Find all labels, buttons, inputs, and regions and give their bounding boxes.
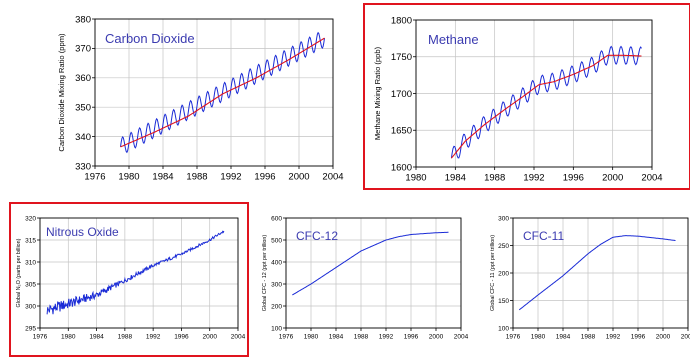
x-tick-label: 1988: [581, 334, 596, 341]
x-tick-label: 2004: [641, 173, 662, 184]
y-tick-label: 1750: [391, 52, 412, 63]
series-line-trend: [120, 37, 325, 148]
x-tick-label: 1992: [220, 172, 241, 183]
x-tick-label: 1976: [84, 172, 105, 183]
chart-ch4: 1980 1984 1988 1992 1996 2000 2004 1600 1650 1700…: [363, 3, 690, 190]
y-tick-label: 360: [75, 73, 91, 84]
series-line-monthly: [450, 45, 642, 159]
highlight-frame: [363, 3, 690, 190]
x-tick-label: 1996: [404, 334, 419, 341]
y-tick-label: 500: [271, 237, 282, 244]
x-tick-label: 2000: [656, 334, 671, 341]
x-tick-label: 1984: [89, 334, 104, 341]
y-tick-label: 300: [271, 281, 282, 288]
y-axis-label: Global N₂O (parts per billion): [16, 238, 22, 307]
x-tick-label: 1992: [146, 334, 161, 341]
x-tick-label: 1980: [118, 172, 139, 183]
x-tick-label: 1980: [405, 173, 426, 184]
chart-title: Methane: [428, 32, 479, 47]
x-tick-label: 1988: [186, 172, 207, 183]
axis-frame: [285, 217, 462, 329]
y-tick-label: 305: [25, 281, 36, 288]
y-axis-label: Global CFC - 11 (ppt per trillion): [490, 235, 496, 311]
y-tick-label: 100: [498, 325, 509, 332]
x-tick-label: 2004: [454, 334, 469, 341]
y-tick-label: 320: [25, 215, 36, 222]
x-tick-label: 1988: [118, 334, 133, 341]
x-tick-label: 1996: [254, 172, 275, 183]
plot-area: [95, 19, 333, 166]
series-line-trend: [450, 54, 642, 159]
x-tick-label: 1984: [445, 173, 466, 184]
y-tick-label: 400: [271, 259, 282, 266]
chart-title: Nitrous Oxide: [46, 225, 119, 239]
chart-n2o: 1976 1980 1984 1988 1992 1996 2000 2004 295 300 30…: [9, 202, 249, 357]
chart-title: CFC-11: [523, 229, 564, 243]
y-tick-label: 1800: [391, 15, 412, 26]
x-tick-label: 2004: [231, 334, 246, 341]
x-tick-label: 1980: [61, 334, 76, 341]
x-tick-label: 1992: [379, 334, 394, 341]
x-tick-label: 1984: [152, 172, 173, 183]
y-tick-label: 315: [25, 237, 36, 244]
x-tick-label: 2000: [288, 172, 309, 183]
x-tick-label: 1984: [329, 334, 344, 341]
chart-title: Carbon Dioxide: [105, 31, 195, 46]
y-axis-label: Global CFC - 12 (ppt per trillion): [262, 235, 268, 312]
series-line-monthly: [292, 231, 449, 296]
x-tick-label: 1996: [174, 334, 189, 341]
y-tick-label: 1700: [391, 89, 412, 100]
x-tick-label: 1996: [631, 334, 646, 341]
y-tick-label: 150: [498, 298, 509, 305]
y-tick-label: 380: [75, 14, 91, 25]
y-tick-label: 100: [271, 325, 282, 332]
x-tick-label: 2000: [602, 173, 623, 184]
x-tick-label: 1976: [279, 334, 294, 341]
y-tick-label: 250: [498, 243, 509, 250]
y-tick-label: 1600: [391, 162, 412, 173]
series-line-monthly: [518, 235, 676, 311]
axis-frame: [94, 18, 334, 167]
x-tick-label: 1984: [556, 334, 571, 341]
axis-frame: [39, 217, 239, 329]
y-axis-label: Carbon Dioxide Mixing Ratio (ppm): [57, 33, 66, 152]
y-tick-label: 300: [25, 303, 36, 310]
y-axis-label: Methane Mixing Ratio (ppb): [373, 46, 382, 140]
chart-cfc12: 1976 1980 1984 1988 1992 1996 2000 2004 100 200 30…: [262, 215, 469, 340]
y-tick-label: 350: [75, 103, 91, 114]
y-tick-label: 1650: [391, 126, 412, 137]
series-line-monthly: [46, 230, 225, 315]
series-line-monthly: [120, 31, 325, 154]
y-tick-label: 200: [498, 270, 509, 277]
y-tick-label: 300: [498, 215, 509, 222]
y-tick-label: 200: [271, 303, 282, 310]
y-tick-label: 330: [75, 161, 91, 172]
x-tick-label: 2004: [681, 334, 690, 341]
x-tick-label: 1988: [484, 173, 505, 184]
x-tick-label: 2004: [322, 172, 343, 183]
x-tick-label: 1992: [523, 173, 544, 184]
y-tick-label: 295: [25, 325, 36, 332]
x-tick-label: 1988: [354, 334, 369, 341]
y-tick-label: 340: [75, 132, 91, 143]
y-tick-label: 370: [75, 44, 91, 55]
chart-title: CFC-12: [296, 229, 338, 243]
x-tick-label: 1976: [33, 334, 48, 341]
x-tick-label: 1992: [606, 334, 621, 341]
y-tick-label: 600: [271, 215, 282, 222]
x-tick-label: 1980: [304, 334, 319, 341]
x-tick-label: 1996: [563, 173, 584, 184]
chart-co2: 1976 1980 1984 1988 1992 1996 2000 2004 330 340 35…: [57, 14, 344, 182]
x-tick-label: 2000: [202, 334, 217, 341]
chart-cfc11: 1976 1980 1984 1988 1992 1996 2000 2004 100 150 20…: [490, 215, 690, 340]
x-tick-label: 2000: [429, 334, 444, 341]
highlight-frame: [9, 202, 249, 357]
x-tick-label: 1976: [506, 334, 521, 341]
plot-area: [286, 218, 461, 328]
x-tick-label: 1980: [531, 334, 546, 341]
y-tick-label: 310: [25, 259, 36, 266]
